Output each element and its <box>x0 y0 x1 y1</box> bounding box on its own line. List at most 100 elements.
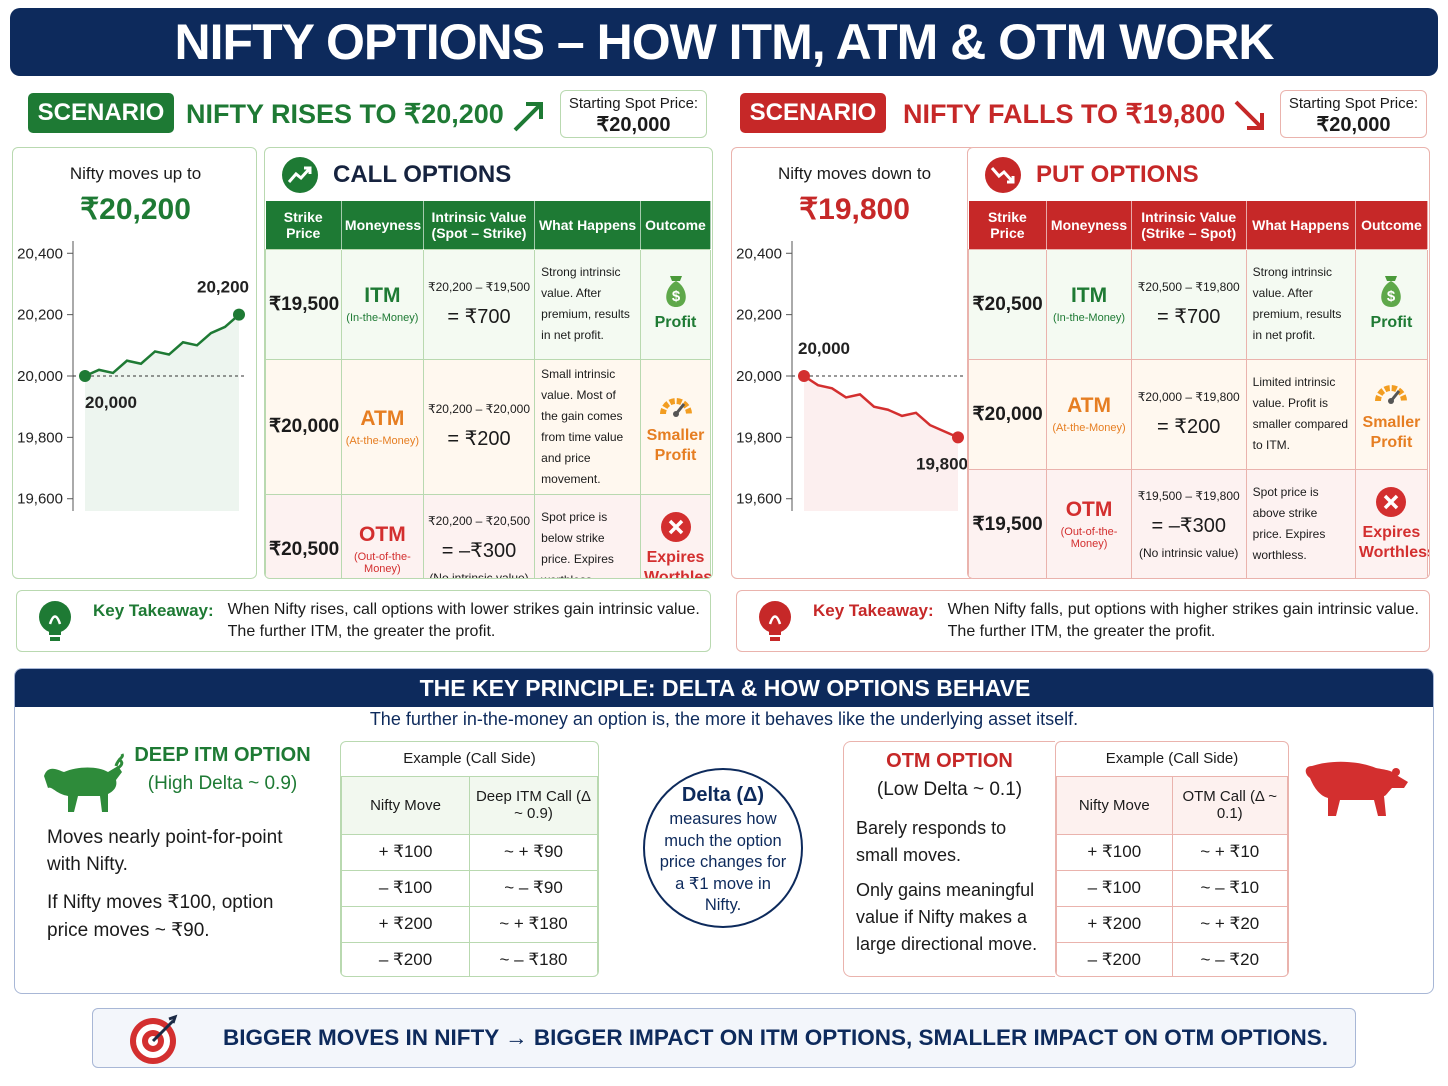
outcome-cell: $ Profit <box>640 248 711 360</box>
trend-arrow <box>513 101 543 132</box>
moneyness: OTM <box>1065 498 1113 521</box>
cell: ~ – ₹90 <box>469 869 598 907</box>
footer-box: BIGGER MOVES IN NIFTY → BIGGER IMPACT ON… <box>92 1008 1356 1068</box>
outcome: Profit <box>654 314 697 331</box>
strike-cell: ₹19,500 <box>265 248 342 360</box>
happens-cell: Strong intrinsic value. After premium, r… <box>1245 248 1356 360</box>
data-label: 20,000 <box>798 339 850 358</box>
outcome-cell: Expires Worthless <box>1354 468 1429 578</box>
options-panel: CALL OPTIONS Strike Price Moneyness Intrins… <box>264 147 713 579</box>
trend-arrow <box>1234 100 1265 130</box>
happens-cell: Strong intrinsic value. After premium, r… <box>534 248 641 360</box>
cell: – ₹200 <box>1056 941 1173 976</box>
spot-value: ₹20,000 <box>1316 114 1391 136</box>
options-table: Strike Price Moneyness Intrinsic Value (St… <box>968 201 1429 578</box>
bulb-icon <box>759 601 791 641</box>
move-label: Nifty moves down to <box>777 164 932 183</box>
scenario-badge: SCENARIO 2: <box>740 93 886 166</box>
y-tick-label: 19,800 <box>17 429 63 446</box>
takeaway-text: When Nifty rises, call options with lowe… <box>228 599 700 643</box>
options-icon <box>282 157 318 193</box>
column-header: Strike Price <box>968 201 1048 249</box>
table-row: – ₹100 ~ – ₹10 <box>1056 869 1288 907</box>
moneyness-full: (In-the-Money) <box>346 312 419 324</box>
table-row: ₹20,000 ATM (At-the-Money) ₹20,000 – ₹19,80… <box>968 358 1429 470</box>
caption-row: Example (Call Side) <box>1056 742 1288 777</box>
caption: Example (Call Side) <box>341 742 598 777</box>
itm-head: DEEP ITM OPTION (High Delta ~ 0.9) <box>130 744 315 795</box>
note: (No intrinsic value) <box>429 570 529 579</box>
delta-text: measures how much the option price chang… <box>659 810 787 914</box>
data-label: 20,200 <box>197 278 249 297</box>
line-chart: 19,600 19,800 20,000 20,200 20,400 20,000 20,2… <box>17 241 249 511</box>
calc: ₹20,200 – ₹20,500 <box>427 513 531 528</box>
data-label: 20,000 <box>85 393 137 412</box>
table-row: ₹20,000 ATM (At-the-Money) ₹20,200 – ₹20,00… <box>265 358 711 495</box>
y-tick-label: 20,400 <box>17 245 63 262</box>
y-tick-label: 20,400 <box>736 245 782 262</box>
column-header: Moneyness <box>1046 201 1132 249</box>
intrinsic-cell: ₹19,500 – ₹19,800 = –₹300 (No intrinsic va… <box>1130 468 1247 578</box>
caption: Example (Call Side) <box>1056 742 1288 777</box>
y-tick-label: 20,000 <box>17 368 63 385</box>
point <box>798 370 810 382</box>
column-header: Outcome <box>640 201 711 249</box>
bull-icon <box>44 753 124 812</box>
y-tick-label: 20,000 <box>736 368 782 385</box>
delta-title: Delta (Δ) <box>681 784 765 806</box>
table-row: – ₹200 ~ – ₹20 <box>1056 941 1288 976</box>
column-header: What Happens <box>534 201 641 249</box>
table-row: – ₹100 ~ – ₹90 <box>341 869 598 907</box>
note: (No intrinsic value) <box>1139 545 1239 560</box>
result: = ₹700 <box>1157 305 1221 328</box>
otm-box: OTM OPTION (Low Delta ~ 0.1) Barely respon… <box>843 741 1055 977</box>
column-header: Nifty Move <box>341 775 470 835</box>
outcome-icon: $ <box>665 276 686 307</box>
strike-cell: ₹20,000 <box>968 358 1048 470</box>
scenario-headline: NIFTY RISES TO ₹20,200 <box>186 96 546 133</box>
line-chart: 19,600 19,800 20,000 20,200 20,400 20,000 19,8… <box>736 241 968 511</box>
cell: + ₹100 <box>1056 833 1173 871</box>
moneyness: ATM <box>360 406 405 430</box>
moneyness-cell: ITM (In-the-Money) <box>340 248 424 360</box>
moneyness-full: (Out-of-the-Money) <box>353 551 411 575</box>
moneyness-cell: OTM (Out-of-the-Money) <box>1046 468 1132 578</box>
y-tick-label: 20,200 <box>17 307 63 324</box>
table-row: ₹20,500 OTM (Out-of-the-Money) ₹20,200 – ₹2… <box>265 493 712 579</box>
principle-subtitle: The further in-the-money an option is, t… <box>369 709 1079 729</box>
point <box>79 370 91 382</box>
outcome-cell: Expires Worthless <box>640 493 712 578</box>
itm-text: If Nifty moves ₹100, option price moves … <box>47 892 274 941</box>
cell: ~ + ₹90 <box>469 833 598 871</box>
svg-text:$: $ <box>671 288 680 305</box>
moneyness: ATM <box>1067 394 1111 417</box>
area-fill <box>804 376 958 511</box>
takeaway-line: The further ITM, the greater the profit. <box>947 623 1216 640</box>
table-row: – ₹200 ~ – ₹180 <box>341 941 598 976</box>
outcome-icon <box>660 512 691 542</box>
scenario-badge: SCENARIO 1: <box>28 93 174 166</box>
takeaway-line: The further ITM, the greater the profit. <box>227 623 496 640</box>
column-header: Nifty Move <box>1056 775 1173 835</box>
intrinsic-cell: ₹20,500 – ₹19,800 = ₹700 <box>1130 248 1247 360</box>
title-bar: NIFTY OPTIONS – HOW ITM, ATM & OTM WORK <box>10 8 1438 76</box>
cell: ~ – ₹20 <box>1171 941 1288 976</box>
calc: ₹20,000 – ₹19,800 <box>1137 389 1240 404</box>
calc: ₹19,500 – ₹19,800 <box>1137 488 1240 503</box>
move-label: Nifty moves up to <box>69 164 202 183</box>
example-table: Example (Call Side) Nifty Move OTM Call (Δ… <box>1055 741 1289 977</box>
moneyness-cell: ATM (At-the-Money) <box>1046 358 1132 470</box>
outcome: Smaller Profit <box>1362 414 1421 451</box>
column-header: Intrinsic Value (Strike – Spot) <box>1131 201 1247 249</box>
spot-box: Starting Spot Price: ₹20,000 <box>560 90 707 138</box>
cell: ~ + ₹10 <box>1171 833 1288 871</box>
example-grid: Example (Call Side) Nifty Move Deep ITM Ca… <box>341 742 598 976</box>
cell: ~ + ₹20 <box>1171 905 1288 943</box>
result: = –₹300 <box>1151 514 1226 537</box>
caption-row: Example (Call Side) <box>341 742 598 777</box>
options-icon <box>985 157 1021 193</box>
bear-icon <box>1305 761 1408 816</box>
area-fill <box>85 314 239 511</box>
otm-text: Barely responds to small moves. <box>856 818 1007 865</box>
svg-text:$: $ <box>1387 288 1396 305</box>
